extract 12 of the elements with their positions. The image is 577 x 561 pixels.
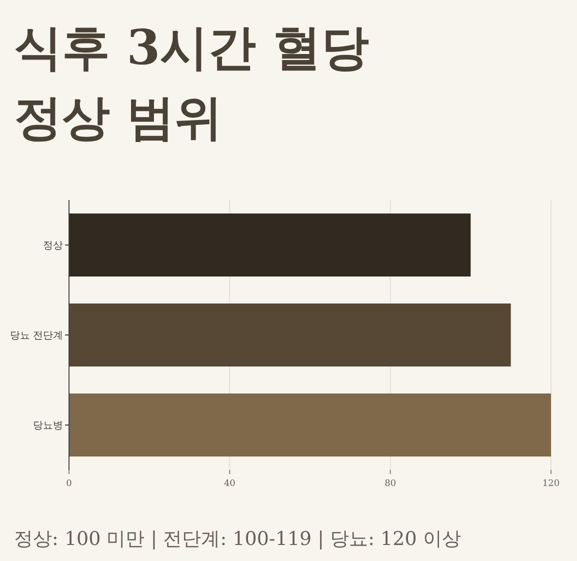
- text: 정상: 100 미만 | 전단계: 100-119 | 당뇨: 120 이상: [14, 528, 461, 550]
- x-tick-label: 0: [66, 479, 72, 489]
- y-tick-label: 당뇨 전단계: [10, 330, 63, 342]
- y-tick-label: 당뇨병: [33, 420, 63, 432]
- x-tick-label: 80: [384, 479, 396, 489]
- x-tick-label: 120: [542, 479, 560, 489]
- bar: [69, 214, 471, 276]
- chart-title: 식후 3시간 혈당 정상 범위: [14, 20, 369, 146]
- y-tick-label: 정상: [43, 240, 63, 252]
- bar: [69, 304, 511, 366]
- x-tick-label: 40: [224, 479, 236, 489]
- bar: [69, 394, 551, 456]
